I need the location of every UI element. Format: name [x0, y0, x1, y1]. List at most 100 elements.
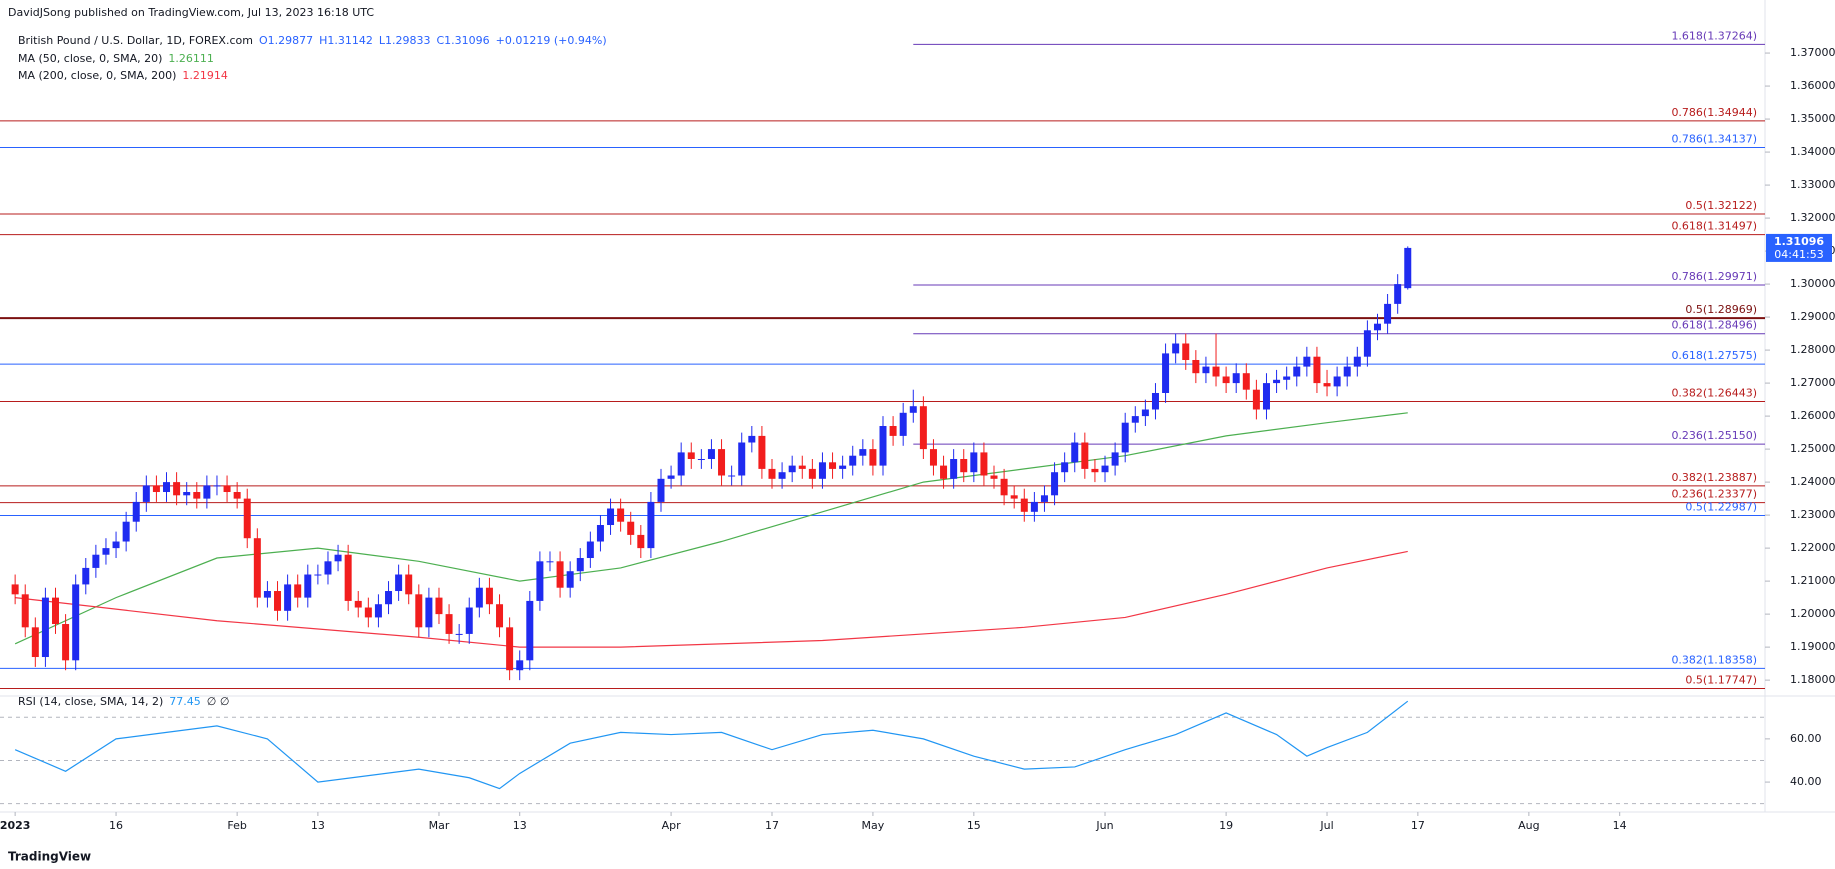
candle-body [637, 534, 645, 549]
candle-body [788, 465, 796, 473]
candle-body [1353, 356, 1361, 367]
fib-label: 0.618(1.28496) [1671, 319, 1757, 332]
candle-body [798, 465, 806, 469]
candle-body [607, 508, 615, 526]
candle-body [778, 472, 786, 479]
candle-body [707, 449, 715, 460]
legend-name: MA (50, close, 0, SMA, 20) [18, 52, 162, 65]
y-tick-label: 1.21000 [1790, 574, 1835, 587]
candle-body [1071, 442, 1079, 463]
candle-body [1091, 468, 1099, 473]
candle-body [919, 406, 927, 450]
candle-body [566, 571, 574, 588]
candle-body [950, 459, 958, 479]
candle-body [31, 627, 39, 658]
rsi-tick-label: 60.00 [1790, 732, 1822, 745]
candle-body [808, 468, 816, 479]
y-tick-label: 1.32000 [1790, 211, 1835, 224]
candle-body [213, 485, 221, 487]
candle-body [112, 541, 120, 549]
candle-body [455, 633, 463, 635]
candle-body [1101, 465, 1109, 473]
candle-body [738, 442, 746, 476]
candle-body [718, 449, 726, 476]
candle-body [758, 435, 766, 469]
fib-label: 0.382(1.23887) [1671, 471, 1757, 484]
candle-body [506, 627, 514, 671]
fib-label: 0.236(1.25150) [1671, 429, 1757, 442]
candle-body [1273, 379, 1281, 384]
candle-body [697, 459, 705, 461]
x-tick-label: 13 [311, 819, 325, 832]
rsi-name: RSI (14, close, SMA, 14, 2) [18, 695, 163, 708]
candle-body [1384, 303, 1392, 324]
candle-body [193, 492, 201, 499]
fib-label: 0.5(1.17747) [1685, 673, 1757, 686]
candle-body [1262, 383, 1270, 410]
candle-body [203, 485, 211, 499]
candle-body [11, 584, 19, 595]
candle-body [354, 600, 362, 608]
y-tick-label: 1.25000 [1790, 442, 1835, 455]
candle-body [1363, 330, 1371, 357]
candle-body [485, 587, 493, 605]
candle-body [546, 561, 554, 563]
candle-body [1232, 373, 1240, 384]
candle-body [1303, 356, 1311, 367]
x-tick-label: Jun [1095, 819, 1113, 832]
candle-body [1313, 356, 1321, 384]
published: DavidJSong published on TradingView.com,… [8, 6, 374, 19]
candle-body [940, 465, 948, 479]
candle-body [1061, 462, 1069, 473]
candle-body [395, 574, 403, 592]
candle-body [1000, 478, 1008, 496]
candle-body [627, 521, 635, 535]
y-tick-label: 1.34000 [1790, 145, 1835, 158]
candle-body [526, 600, 534, 661]
candle-body [1222, 376, 1230, 384]
candle-body [768, 468, 776, 479]
candle-body [1051, 472, 1059, 496]
candle-body [1121, 422, 1129, 453]
candle-body [304, 574, 312, 598]
moving-average [14, 412, 1408, 645]
candle-body [586, 541, 594, 559]
candle-body [1394, 284, 1402, 304]
candle-body [405, 574, 413, 595]
header-text: C1.31096 [437, 34, 490, 47]
candle-body [909, 406, 917, 413]
candle-body [253, 538, 261, 598]
candle-body [496, 604, 504, 628]
candle-body [818, 462, 826, 479]
rsi-tick-label: 40.00 [1790, 775, 1822, 788]
candle-body [364, 607, 372, 618]
candle-body [385, 591, 393, 605]
x-tick-label: 17 [765, 819, 779, 832]
candle-body [576, 558, 584, 572]
x-tick-label: 16 [109, 819, 123, 832]
candle-body [223, 485, 231, 493]
y-tick-label: 1.33000 [1790, 178, 1835, 191]
fib-label: 0.5(1.22987) [1685, 501, 1757, 514]
candle-body [1141, 409, 1149, 417]
candle-body [1323, 383, 1331, 387]
candle-body [829, 462, 837, 469]
candle-body [1212, 366, 1220, 377]
rsi-value: 77.45 [169, 695, 201, 708]
candle-body [415, 594, 423, 628]
candle-body [344, 554, 352, 601]
header-text: British Pound / U.S. Dollar, 1D, FOREX.c… [18, 34, 253, 47]
x-tick-label: 17 [1411, 819, 1425, 832]
fib-label: 1.618(1.37264) [1671, 29, 1757, 42]
candle-body [1404, 247, 1412, 289]
candle-body [929, 449, 937, 466]
fib-label: 0.786(1.34944) [1671, 106, 1757, 119]
candle-body [1030, 501, 1038, 512]
y-tick-label: 1.24000 [1790, 475, 1835, 488]
candle-body [1283, 376, 1291, 380]
candle-body [536, 561, 544, 601]
candle-body [284, 584, 292, 611]
fib-label: 0.382(1.18358) [1671, 653, 1757, 666]
x-tick-label: 13 [513, 819, 527, 832]
